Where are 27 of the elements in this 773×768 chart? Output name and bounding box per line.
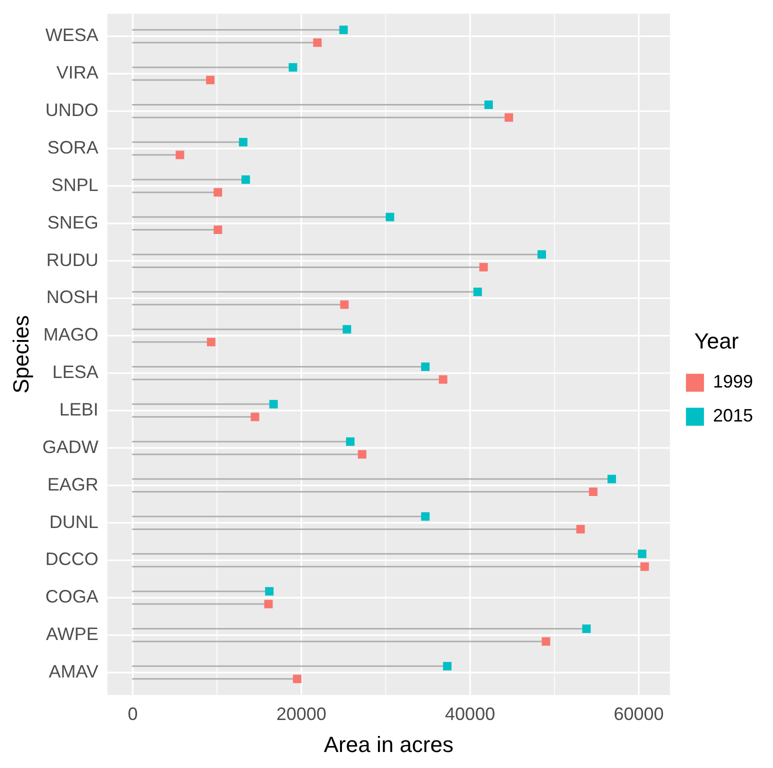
y-tick-label: VIRA [56, 62, 98, 83]
y-tick-label: UNDO [45, 100, 98, 120]
legend-label: 1999 [712, 372, 754, 392]
x-tick-label: 20000 [276, 704, 326, 724]
y-tick-label: SNPL [51, 174, 98, 195]
y-tick-label: AWPE [46, 624, 98, 644]
y-tick-label: MAGO [43, 324, 98, 345]
y-tick-label: LEBI [59, 400, 98, 420]
legend-title: Year [694, 328, 739, 354]
x-tick-label: 40000 [445, 704, 496, 724]
y-tick-label: WESA [45, 25, 98, 46]
y-tick-label: COGA [45, 586, 98, 607]
y-tick-label: AMAV [48, 662, 98, 682]
y-tick-label: RUDU [46, 250, 98, 270]
y-tick-label: LESA [52, 362, 98, 382]
y-tick-label: DCCO [45, 549, 98, 570]
y-tick-label: SNEG [47, 212, 98, 232]
x-tick-label: 0 [128, 704, 138, 724]
x-tick-label: 60000 [614, 704, 664, 724]
x-axis-title: Area in acres [324, 732, 454, 757]
y-axis-title: Species [8, 315, 34, 394]
y-tick-label: EAGR [47, 474, 98, 494]
y-tick-label: DUNL [49, 512, 98, 532]
legend-label: 2015 [712, 406, 754, 426]
y-tick-label: GADW [42, 436, 98, 457]
y-tick-label: NOSH [46, 287, 98, 308]
y-tick-label: SORA [47, 138, 98, 158]
